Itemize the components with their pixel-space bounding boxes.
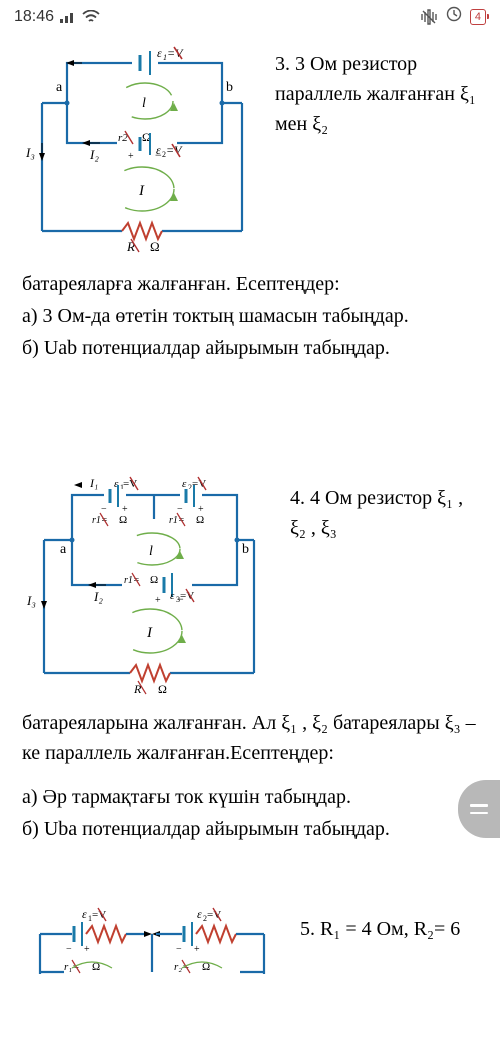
status-right: 4: [420, 6, 486, 27]
problem-3-line2: а) 3 Ом-да өтетін токтың шамасын табыңда…: [22, 301, 478, 331]
status-time: 18:46: [14, 8, 54, 26]
c3-loop-l: l: [142, 96, 146, 111]
problem-4-block: a b I₁ ε1=V −+ ε2=V −+: [22, 475, 478, 704]
problem-4-intro: 4. 4 Ом резистор ξ₁ , ξ₂ , ξ₃: [290, 475, 478, 543]
c3-node-a: a: [56, 80, 63, 95]
problem-3-line1: батареяларға жалғанған. Есептеңдер:: [22, 269, 478, 299]
battery-icon: 4: [470, 9, 486, 25]
c4-r3b: Ω: [150, 574, 158, 586]
c4-I2: I₂: [93, 589, 103, 604]
c3-I2: I₂: [89, 147, 99, 162]
c4-loop-I: I: [146, 625, 153, 641]
svg-text:ε: ε: [182, 478, 187, 490]
svg-text:ε: ε: [156, 143, 161, 157]
problem-4-line2: а) Әр тармақтағы ток күшін табыңдар.: [22, 782, 478, 812]
circuit-3: ε 1 =V a b l r2 Ω +: [22, 41, 257, 265]
svg-text:+: +: [155, 595, 161, 606]
c4-I3: I₃: [26, 593, 36, 608]
c3-ohm2: Ω: [150, 239, 160, 254]
svg-text:=V: =V: [166, 143, 183, 157]
c4-R: R: [133, 682, 142, 695]
c3-loop-I: I: [138, 183, 145, 199]
status-left: 18:46: [14, 8, 100, 26]
status-bar: 18:46 4: [0, 0, 500, 33]
svg-text:+: +: [84, 944, 90, 955]
c4-node-b: b: [242, 542, 249, 557]
c4-Rohm: Ω: [158, 682, 167, 695]
c3-e1-label: ε: [157, 46, 162, 60]
svg-text:−: −: [176, 944, 182, 955]
clock-icon: [446, 6, 462, 27]
circuit-4: a b I₁ ε1=V −+ ε2=V −+: [22, 475, 272, 704]
vibrate-icon: [420, 9, 438, 25]
c3-R: R: [126, 239, 135, 254]
problem-4-line1: батареяларына жалғанған. Ал ξ₁ , ξ₂ бата…: [22, 708, 478, 768]
problem-3-block: ε 1 =V a b l r2 Ω +: [22, 41, 478, 265]
problem-4-line3: б) Uba потенциалдар айырымын табыңдар.: [22, 814, 478, 844]
problem-5-intro: 5. R₁ = 4 Ом, R₂= 6: [300, 906, 478, 944]
svg-text:−: −: [101, 504, 107, 515]
svg-text:ε: ε: [170, 590, 175, 602]
c4-I1: I₁: [89, 476, 98, 490]
wifi-icon: [82, 10, 100, 24]
c4-node-a: a: [60, 542, 67, 557]
c4-r1b: Ω: [119, 514, 127, 526]
c5-r1a: r₁=: [64, 961, 80, 973]
c5-r2a: r₂=: [174, 961, 190, 973]
circuit-5: ε1=V ε2=V −+ −: [22, 906, 282, 985]
document-content: ε 1 =V a b l r2 Ω +: [0, 33, 500, 985]
problem-3-line3: б) Uab потенциалдар айырымын табыңдар.: [22, 333, 478, 363]
c4-r2b: Ω: [196, 514, 204, 526]
menu-icon: [470, 804, 488, 814]
c4-loop-l: l: [149, 544, 153, 559]
battery-level: 4: [475, 11, 481, 23]
problem-3-intro: 3. 3 Ом резистор параллель жалғанған ξ₁ …: [275, 41, 478, 139]
svg-text:+: +: [128, 151, 134, 162]
svg-text:ε: ε: [197, 907, 202, 921]
problem-5-block: ε1=V ε2=V −+ −: [22, 906, 478, 985]
svg-text:+: +: [194, 944, 200, 955]
signal-icon: [60, 11, 76, 23]
c3-I3: I₃: [25, 145, 35, 160]
c3-node-b: b: [226, 80, 233, 95]
svg-text:ε: ε: [82, 907, 87, 921]
svg-text:−: −: [66, 944, 72, 955]
